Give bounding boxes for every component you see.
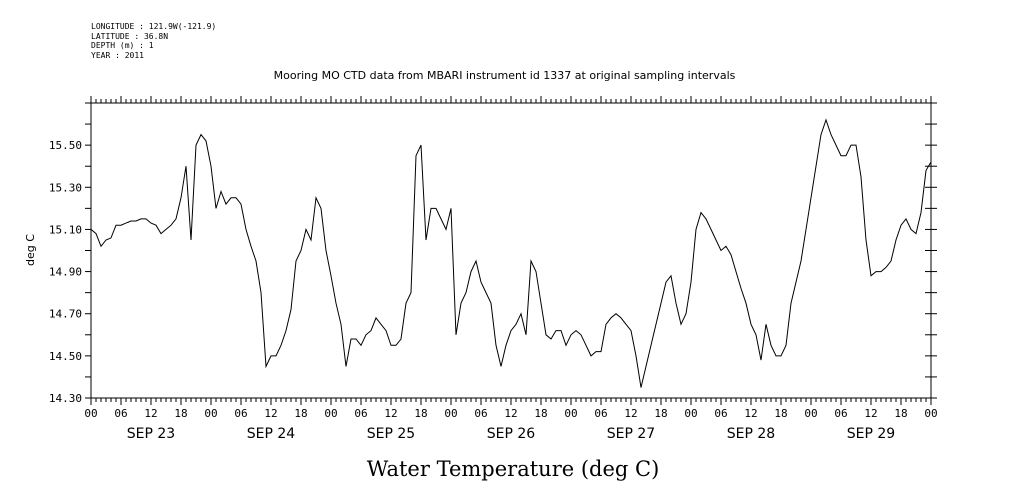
x-tick-label: 00 bbox=[924, 407, 937, 420]
date-label: SEP 28 bbox=[727, 426, 775, 442]
y-tick-label: 14.30 bbox=[49, 392, 82, 405]
x-tick-label: 00 bbox=[324, 407, 337, 420]
x-tick-label: 00 bbox=[444, 407, 457, 420]
x-tick-label: 06 bbox=[834, 407, 847, 420]
x-tick-label: 06 bbox=[714, 407, 727, 420]
y-tick-label: 14.70 bbox=[49, 308, 82, 321]
date-label: SEP 26 bbox=[487, 426, 536, 442]
y-tick-label: 14.50 bbox=[49, 350, 82, 363]
x-tick-label: 12 bbox=[144, 407, 157, 420]
date-label: SEP 29 bbox=[847, 426, 895, 442]
x-tick-label: 18 bbox=[894, 407, 907, 420]
x-tick-label: 12 bbox=[744, 407, 757, 420]
x-tick-label: 18 bbox=[654, 407, 667, 420]
longitude-label: LONGITUDE : 121.9W(-121.9) bbox=[91, 22, 217, 31]
chart-title: Mooring MO CTD data from MBARI instrumen… bbox=[273, 69, 736, 82]
x-tick-label: 12 bbox=[264, 407, 277, 420]
x-tick-label: 06 bbox=[114, 407, 127, 420]
y-tick-label: 15.50 bbox=[49, 139, 82, 152]
x-tick-label: 06 bbox=[474, 407, 487, 420]
x-tick-label: 18 bbox=[414, 407, 427, 420]
x-tick-label: 00 bbox=[204, 407, 217, 420]
depth-label: DEPTH (m) : 1 bbox=[91, 41, 154, 50]
y-tick-label: 15.30 bbox=[49, 181, 82, 194]
year-label: YEAR : 2011 bbox=[91, 50, 144, 60]
x-tick-label: 12 bbox=[624, 407, 637, 420]
x-tick-label: 06 bbox=[234, 407, 247, 420]
x-tick-label: 00 bbox=[684, 407, 697, 420]
plot-frame bbox=[90, 102, 932, 399]
x-tick-label: 12 bbox=[384, 407, 397, 420]
x-tick-label: 18 bbox=[294, 407, 307, 420]
x-tick-label: 18 bbox=[534, 407, 547, 420]
date-label: SEP 27 bbox=[607, 426, 655, 442]
x-tick-label: 06 bbox=[354, 407, 367, 420]
metadata-block: LONGITUDE : 121.9W(-121.9) LATITUDE : 36… bbox=[91, 22, 216, 60]
series-line bbox=[90, 118, 932, 388]
date-label: SEP 23 bbox=[127, 426, 175, 442]
date-label: SEP 25 bbox=[367, 426, 415, 442]
x-tick-label: 18 bbox=[774, 407, 787, 420]
latitude-label: LATITUDE : 36.8N bbox=[91, 31, 169, 41]
tick-labels: 14.30 14.50 14.70 14.90 15.10 15.30 15.50 00 06 1… bbox=[49, 139, 938, 442]
date-label: SEP 24 bbox=[247, 426, 296, 442]
y-axis-label: deg C bbox=[24, 234, 37, 266]
x-tick-label: 12 bbox=[864, 407, 877, 420]
x-tick-label: 12 bbox=[504, 407, 517, 420]
x-axis-label: Water Temperature (deg C) bbox=[367, 457, 660, 481]
y-tick-label: 14.90 bbox=[49, 266, 82, 279]
x-tick-label: 00 bbox=[84, 407, 97, 420]
x-tick-label: 18 bbox=[174, 407, 187, 420]
tick-marks bbox=[85, 96, 937, 405]
x-tick-label: 00 bbox=[564, 407, 577, 420]
x-tick-label: 06 bbox=[594, 407, 607, 420]
x-tick-label: 00 bbox=[804, 407, 817, 420]
y-tick-label: 15.10 bbox=[49, 223, 82, 236]
